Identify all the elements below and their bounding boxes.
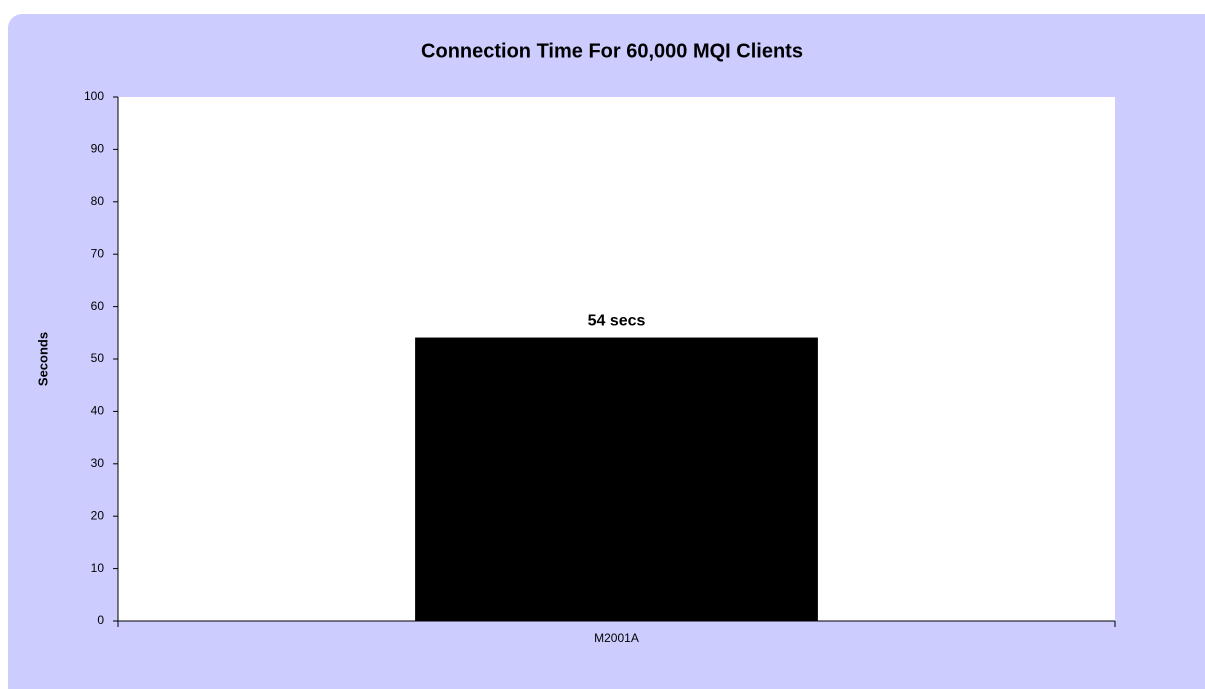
chart-title: Connection Time For 60,000 MQI Clients (421, 40, 803, 62)
y-tick-label: 70 (91, 246, 105, 260)
y-tick-label: 60 (91, 299, 105, 313)
data-label: 54 secs (588, 312, 646, 329)
y-axis-label: Seconds (35, 332, 50, 386)
y-tick-label: 40 (91, 404, 105, 418)
bar (415, 337, 818, 622)
y-tick-label: 90 (91, 142, 105, 156)
y-tick-label: 100 (84, 89, 104, 103)
y-tick-label: 20 (91, 508, 105, 522)
y-tick-label: 0 (97, 613, 104, 627)
y-tick-label: 50 (91, 351, 105, 365)
x-tick-label: M2001A (594, 631, 639, 645)
y-tick-label: 10 (91, 561, 105, 575)
y-tick-label: 80 (91, 194, 105, 208)
y-tick-label: 30 (91, 456, 105, 470)
